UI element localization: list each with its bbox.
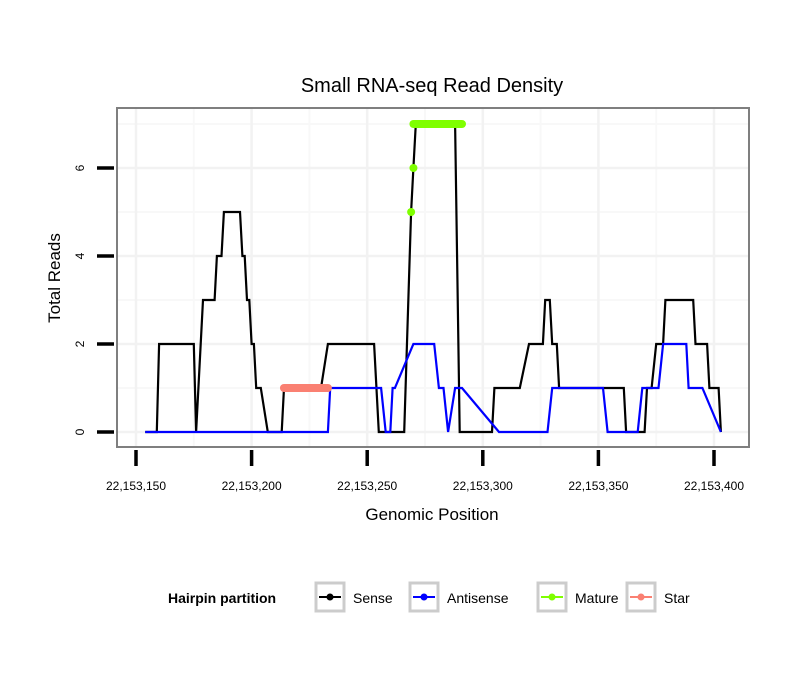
x-tick-label: 22,153,300 [453, 479, 513, 493]
series-line-sense [145, 122, 722, 434]
legend-entries: Sense Antisense Mature Star [314, 581, 690, 613]
x-tick-label: 22,153,200 [222, 479, 282, 493]
y-tick-label: 6 [73, 164, 87, 171]
x-tick-label: 22,153,150 [106, 479, 166, 493]
legend-key-point [637, 593, 645, 601]
x-tick-label: 22,153,400 [684, 479, 744, 493]
y-tick-label: 2 [73, 340, 87, 347]
legend-key-point [420, 593, 428, 601]
panel-border [116, 107, 750, 448]
legend-entry-sense: Sense [314, 581, 393, 613]
legend-entry-star: Star [625, 581, 690, 613]
panel-background [117, 108, 749, 447]
x-tick-label: 22,153,250 [337, 479, 397, 493]
y-tick-label: 0 [73, 428, 87, 435]
x-axis-title: Genomic Position [365, 505, 498, 524]
legend-key-point [326, 593, 334, 601]
series-line-antisense [145, 342, 722, 434]
series-point-mature [409, 164, 418, 172]
legend-label: Antisense [447, 590, 509, 606]
y-tick-label: 4 [73, 252, 87, 259]
chart-title: Small RNA-seq Read Density [301, 75, 563, 97]
series-point-mature [407, 208, 416, 216]
legend-label: Sense [353, 590, 393, 606]
legend-entry-antisense: Antisense [408, 581, 509, 613]
y-axis: 0 2 4 6 [73, 164, 114, 435]
y-axis-title: Total Reads [45, 233, 64, 323]
x-axis: 22,153,150 22,153,200 22,153,250 22,153,300… [106, 450, 744, 493]
legend-key-point [548, 593, 556, 601]
legend-entry-mature: Mature [536, 581, 619, 613]
legend: Hairpin partition Sense Antisense Mature St… [168, 581, 690, 613]
legend-label: Mature [575, 590, 619, 606]
legend-label: Star [664, 590, 690, 606]
legend-title: Hairpin partition [168, 590, 276, 606]
series-layer [145, 120, 722, 434]
plot-panel [116, 107, 750, 448]
x-tick-label: 22,153,350 [568, 479, 628, 493]
